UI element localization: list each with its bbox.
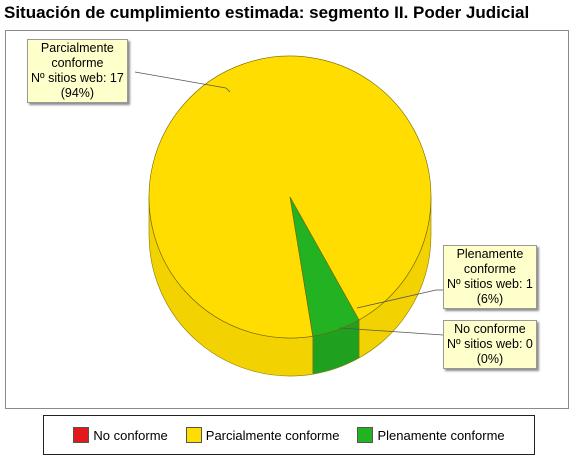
legend-label: Plenamente conforme	[377, 427, 505, 443]
data-label-name: Plenamente	[456, 247, 524, 261]
data-label-no-conforme: No conforme Nº sitios web: 0 (0%)	[443, 320, 537, 369]
data-label-name: No conforme	[454, 322, 526, 336]
data-label-name: Parcialmente	[40, 41, 114, 55]
leader-line-plenamente-conforme	[356, 289, 437, 309]
legend-item-plenamente-conforme: Plenamente conforme	[357, 427, 505, 443]
data-label-percent: (6%)	[476, 292, 504, 306]
legend-swatch	[357, 427, 374, 443]
data-label-percent: (94%)	[60, 86, 95, 100]
data-label-plenamente-conforme: Plenamente conforme Nº sitios web: 1 (6%…	[443, 245, 537, 309]
leader-line-no-conforme	[339, 327, 444, 336]
leader-line-parcialmente-conforme	[134, 71, 227, 89]
pie-slice-plenamente-conforme	[289, 196, 360, 337]
data-label-count: Nº sitios web: 0	[447, 337, 533, 351]
data-label-percent: (0%)	[476, 352, 504, 366]
data-label-parcialmente-conforme: Parcialmente conforme Nº sitios web: 17 …	[27, 39, 128, 103]
leader-line-parcialmente-conforme	[225, 87, 231, 93]
chart-legend: No conforme Parcialmente conforme Plenam…	[43, 415, 535, 455]
data-label-name-line2: conforme	[463, 262, 516, 276]
data-label-count: Nº sitios web: 1	[447, 277, 533, 291]
legend-swatch	[185, 427, 202, 443]
legend-item-parcialmente-conforme: Parcialmente conforme	[185, 427, 340, 443]
legend-label: No conforme	[93, 427, 168, 443]
chart-title: Situación de cumplimiento estimada: segm…	[4, 3, 530, 22]
data-label-count: Nº sitios web: 17	[31, 71, 124, 85]
legend-label: Parcialmente conforme	[205, 427, 340, 443]
legend-swatch	[73, 427, 90, 443]
legend-item-no-conforme: No conforme	[73, 427, 168, 443]
data-label-name-line2: conforme	[51, 56, 104, 70]
